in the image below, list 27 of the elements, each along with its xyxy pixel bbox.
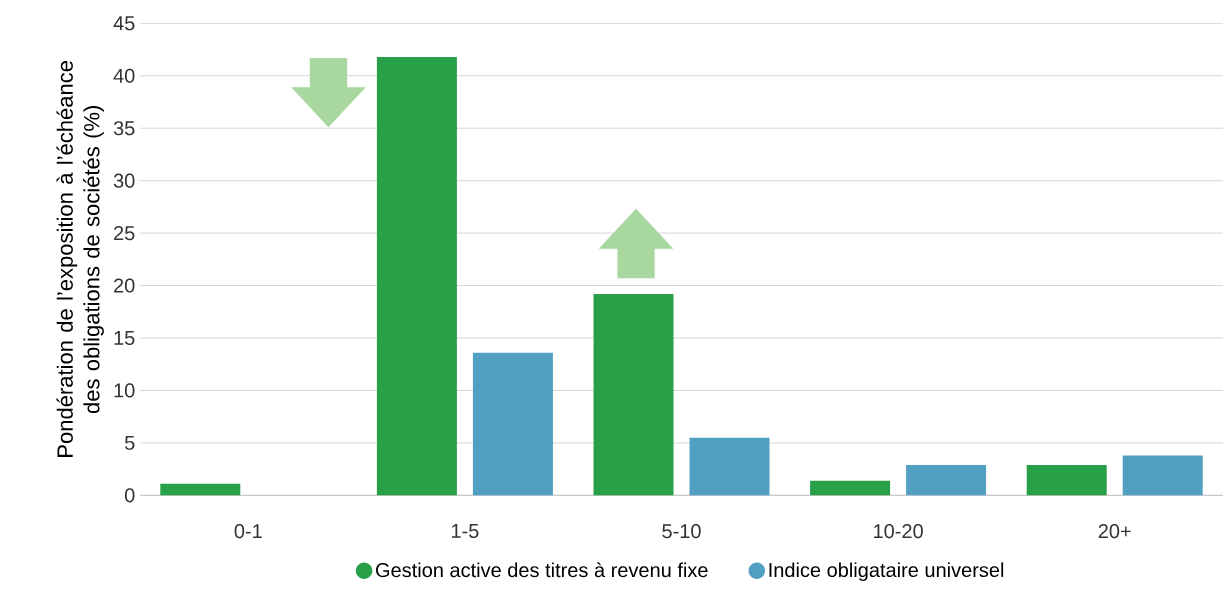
y-tick-label: 5 [124, 435, 135, 450]
bar [810, 480, 891, 496]
bar [1122, 455, 1203, 496]
x-tick-label: 5-10 [662, 524, 701, 539]
y-tick-label: 30 [113, 173, 135, 188]
legend-label: Indice obligataire universel [769, 562, 1004, 582]
bar [160, 483, 241, 496]
y-tick-label: 40 [113, 68, 135, 83]
y-tick-label: 15 [114, 331, 135, 345]
y-tick-label: 20 [114, 278, 135, 293]
bar [593, 293, 674, 496]
bar [689, 437, 770, 496]
x-tick-label: 20+ [1098, 524, 1131, 539]
x-tick-label: 0-1 [234, 524, 262, 539]
legend-label: Gestion active des titres à revenu fixe [376, 562, 708, 578]
x-tick-label: 10-20 [874, 524, 923, 539]
x-tick-label: 1-5 [451, 524, 479, 538]
y-tick-label: 45 [113, 16, 135, 31]
bar [906, 464, 987, 496]
bar [376, 56, 457, 496]
y-tick-label: 25 [114, 226, 135, 241]
y-tick-label: 10 [114, 383, 135, 398]
y-tick-label: 35 [113, 121, 135, 136]
y-axis-title: Pondération de l’exposition à l’échéance des obligations de sociétés (%) [56, 61, 104, 457]
bar [1026, 464, 1107, 496]
bar [472, 352, 553, 496]
y-tick-label: 0 [124, 488, 135, 503]
